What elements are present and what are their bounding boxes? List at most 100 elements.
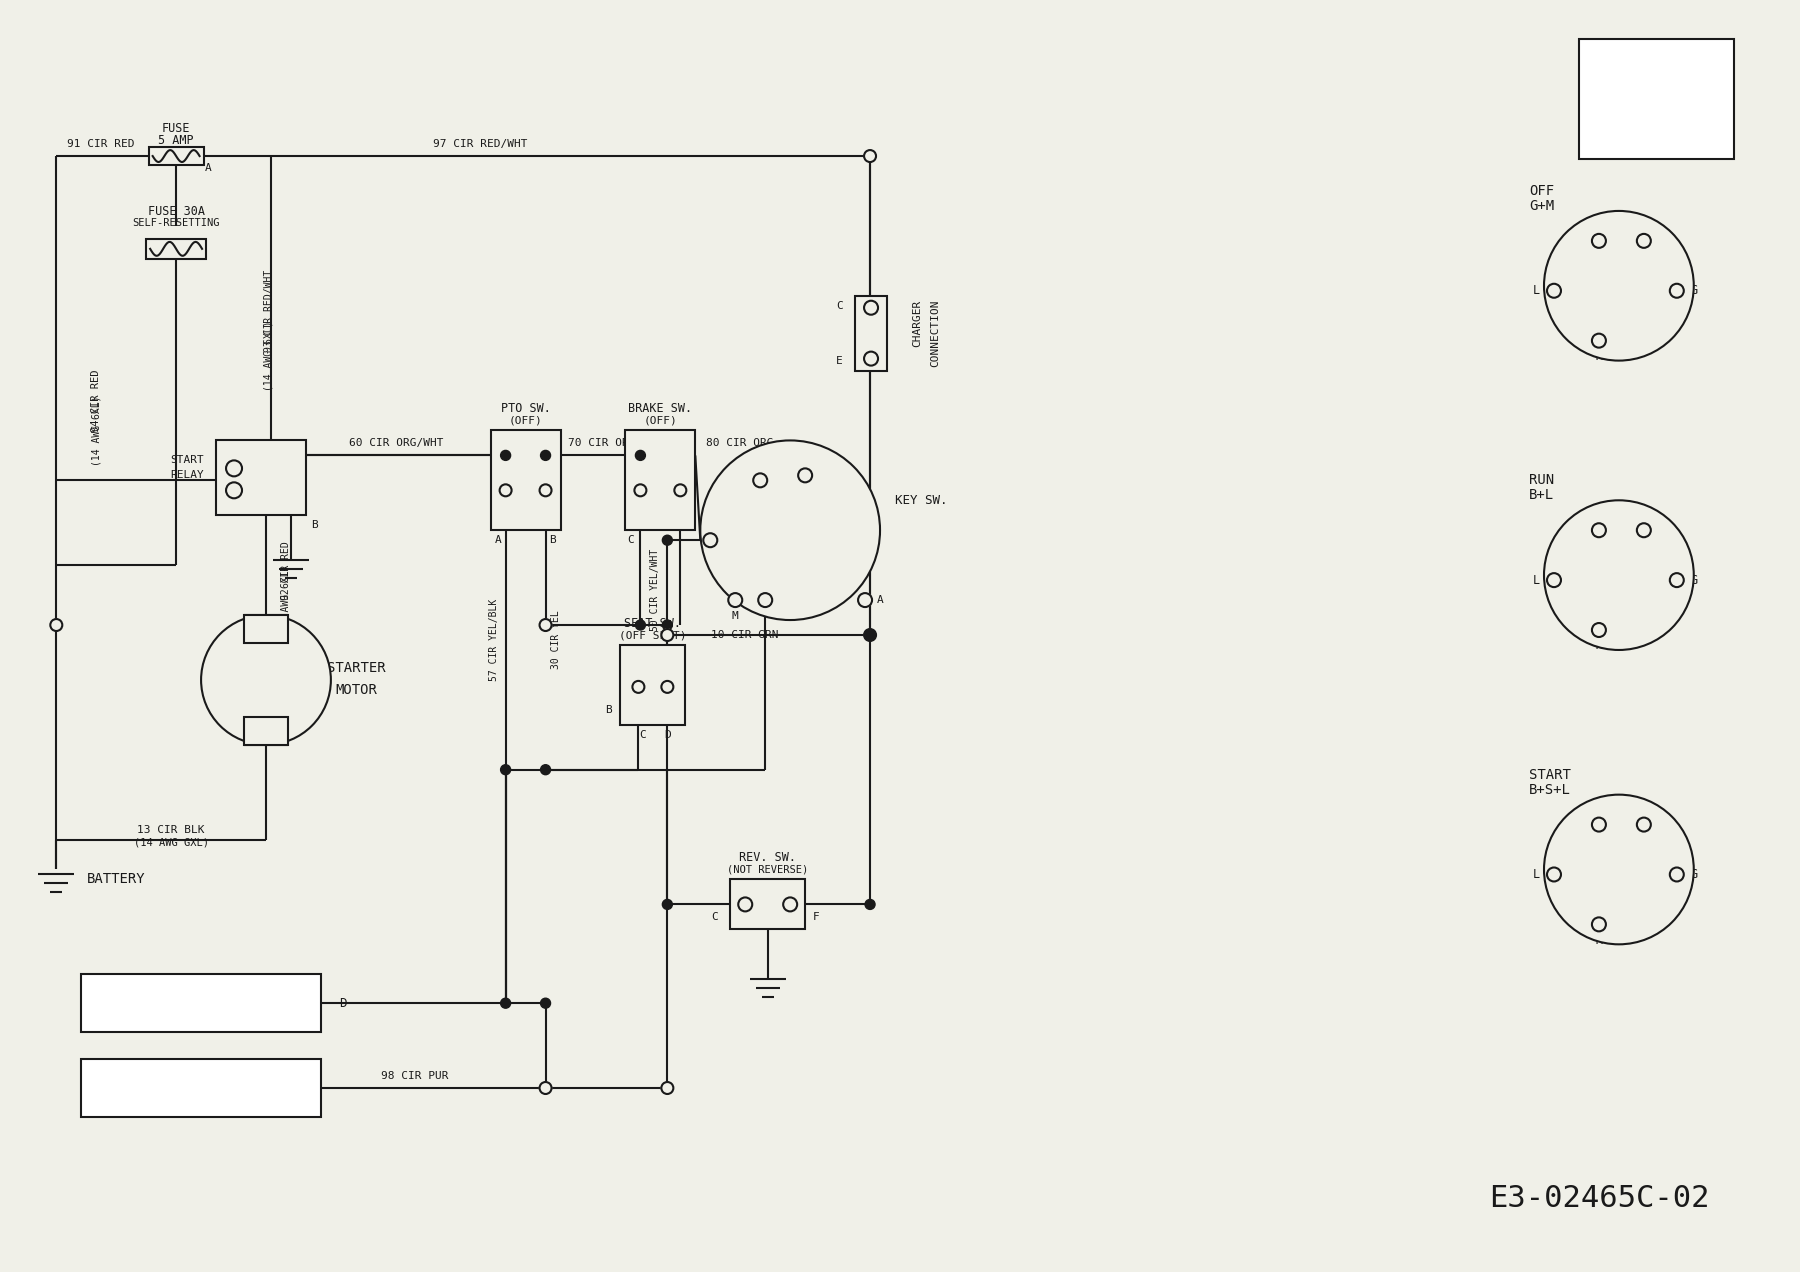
Text: SELF-RESETTING: SELF-RESETTING bbox=[133, 218, 220, 228]
Text: STARTER: STARTER bbox=[326, 661, 385, 675]
Text: B: B bbox=[605, 705, 612, 715]
Circle shape bbox=[864, 150, 877, 162]
Circle shape bbox=[500, 485, 511, 496]
Text: G: G bbox=[778, 595, 785, 605]
Text: S: S bbox=[1593, 804, 1600, 817]
Text: (14 AWG 6XL): (14 AWG 6XL) bbox=[92, 396, 101, 466]
Circle shape bbox=[661, 630, 673, 641]
Circle shape bbox=[704, 533, 716, 547]
Text: 57 CIR YEL/BLK: 57 CIR YEL/BLK bbox=[488, 599, 499, 681]
Bar bbox=[855, 296, 887, 370]
Circle shape bbox=[864, 630, 877, 641]
Text: B: B bbox=[1649, 220, 1656, 233]
Text: RUN: RUN bbox=[1528, 473, 1553, 487]
Circle shape bbox=[1636, 234, 1651, 248]
Text: OFF: OFF bbox=[1528, 184, 1553, 198]
Text: 93 CIR RED/WHT: 93 CIR RED/WHT bbox=[265, 270, 274, 352]
Text: SEAT SW.: SEAT SW. bbox=[625, 617, 682, 630]
Text: F: F bbox=[814, 912, 819, 922]
Text: E3-02465C-02: E3-02465C-02 bbox=[1489, 1184, 1710, 1213]
Text: ALTERNATOR (DC): ALTERNATOR (DC) bbox=[139, 1081, 265, 1095]
Text: CONNECTION: CONNECTION bbox=[931, 299, 940, 366]
Text: C: C bbox=[711, 912, 718, 922]
Text: E: E bbox=[837, 356, 842, 365]
Text: B: B bbox=[805, 458, 810, 467]
Circle shape bbox=[1591, 523, 1606, 537]
Circle shape bbox=[540, 999, 551, 1009]
Circle shape bbox=[632, 681, 644, 693]
Bar bbox=[149, 148, 203, 165]
Text: (NOT REVERSE): (NOT REVERSE) bbox=[727, 865, 808, 874]
Circle shape bbox=[1670, 868, 1683, 881]
Text: 94 CIR RED: 94 CIR RED bbox=[92, 369, 101, 431]
Circle shape bbox=[50, 619, 63, 631]
Bar bbox=[146, 239, 205, 258]
Text: A: A bbox=[877, 595, 884, 605]
Circle shape bbox=[1636, 523, 1651, 537]
Text: MOTOR: MOTOR bbox=[335, 683, 376, 697]
Text: CHARGER: CHARGER bbox=[913, 300, 922, 347]
Text: S: S bbox=[1593, 220, 1600, 233]
Text: (14 AWG GXL): (14 AWG GXL) bbox=[133, 837, 209, 847]
Bar bbox=[731, 879, 805, 930]
Text: M: M bbox=[1595, 640, 1602, 653]
Text: KEY SW.: KEY SW. bbox=[895, 494, 947, 506]
Text: G: G bbox=[1690, 868, 1697, 881]
Text: B: B bbox=[311, 520, 317, 530]
Text: START: START bbox=[1528, 768, 1571, 782]
Circle shape bbox=[729, 593, 742, 607]
Text: L: L bbox=[1534, 574, 1541, 586]
Circle shape bbox=[700, 440, 880, 619]
Bar bbox=[621, 645, 686, 725]
Text: A: A bbox=[495, 536, 502, 546]
Circle shape bbox=[500, 450, 511, 460]
Circle shape bbox=[1670, 284, 1683, 298]
Circle shape bbox=[202, 616, 331, 745]
Text: 30 CIR YEL: 30 CIR YEL bbox=[551, 611, 560, 669]
Text: 70 CIR ORG/BLK: 70 CIR ORG/BLK bbox=[569, 439, 662, 449]
Circle shape bbox=[1591, 818, 1606, 832]
Circle shape bbox=[227, 482, 241, 499]
Text: 50 CIR YEL/WHT: 50 CIR YEL/WHT bbox=[650, 550, 661, 631]
Bar bbox=[216, 440, 306, 515]
Text: (OFF): (OFF) bbox=[643, 416, 677, 425]
Text: (OFF): (OFF) bbox=[509, 416, 542, 425]
Circle shape bbox=[758, 593, 772, 607]
Text: D: D bbox=[338, 997, 346, 1010]
Circle shape bbox=[1544, 500, 1694, 650]
Text: C: C bbox=[639, 730, 646, 740]
Text: L: L bbox=[1534, 284, 1541, 298]
Text: 92 CIR RED: 92 CIR RED bbox=[281, 541, 292, 599]
Text: 5 AMP: 5 AMP bbox=[158, 134, 194, 146]
Circle shape bbox=[866, 899, 875, 909]
Circle shape bbox=[634, 485, 646, 496]
Text: 80 CIR ORG: 80 CIR ORG bbox=[706, 439, 774, 449]
Bar bbox=[81, 1060, 320, 1117]
Text: M: M bbox=[733, 611, 738, 621]
Circle shape bbox=[540, 450, 551, 460]
Text: RELAY: RELAY bbox=[171, 471, 203, 481]
Text: 98 CIR PUR: 98 CIR PUR bbox=[382, 1071, 448, 1081]
Circle shape bbox=[635, 619, 646, 630]
Text: REV. SW.: REV. SW. bbox=[740, 851, 796, 864]
Circle shape bbox=[635, 450, 646, 460]
Bar bbox=[1579, 39, 1733, 159]
Text: (14 AWG 6XL): (14 AWG 6XL) bbox=[281, 565, 292, 635]
Text: S: S bbox=[760, 462, 765, 472]
Circle shape bbox=[1670, 574, 1683, 588]
Text: 91 CIR RED: 91 CIR RED bbox=[67, 139, 135, 149]
Text: FUSE: FUSE bbox=[162, 122, 191, 135]
Text: L: L bbox=[1534, 868, 1541, 881]
Circle shape bbox=[1591, 917, 1606, 931]
Circle shape bbox=[500, 764, 511, 775]
Circle shape bbox=[540, 1082, 551, 1094]
Circle shape bbox=[1591, 623, 1606, 637]
Circle shape bbox=[1591, 333, 1606, 347]
Text: B+L: B+L bbox=[1528, 488, 1553, 502]
Text: PTO SW.: PTO SW. bbox=[500, 402, 551, 415]
Bar bbox=[245, 717, 288, 745]
Circle shape bbox=[752, 473, 767, 487]
Circle shape bbox=[540, 764, 551, 775]
Text: B: B bbox=[1649, 510, 1656, 523]
Text: G: G bbox=[1690, 574, 1697, 586]
